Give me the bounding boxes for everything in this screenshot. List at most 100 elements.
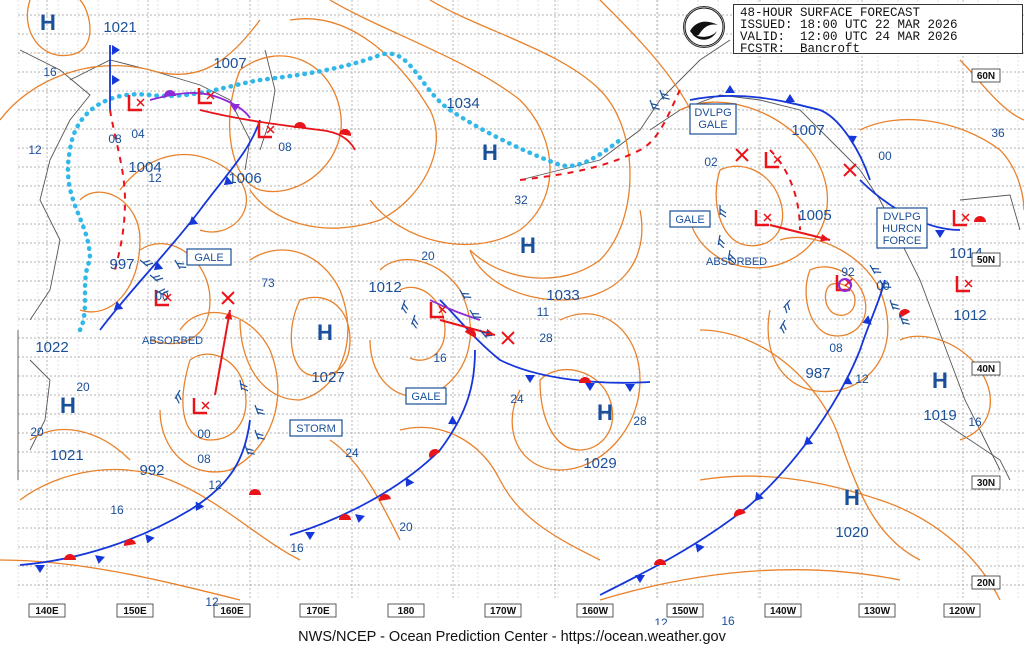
lon-label: 160W	[582, 606, 609, 617]
low-symbol-x	[163, 293, 172, 302]
cold-front-pip	[113, 301, 124, 311]
storm-box	[289, 419, 343, 437]
isobar-value-label: 92	[841, 265, 855, 279]
isobar-value-label: 16	[290, 541, 304, 555]
low-symbol	[955, 276, 970, 293]
isobar-value-label: 28	[633, 414, 647, 428]
cold-front-pip	[935, 230, 945, 238]
isobar-value-label: 16	[721, 614, 735, 628]
isobar-value-label: 00	[876, 279, 890, 293]
wind-barb	[254, 429, 265, 440]
warm-front-pip	[339, 514, 351, 520]
low-symbol	[754, 210, 769, 227]
low-symbol	[192, 398, 207, 415]
low-997-pressure: 997	[109, 256, 134, 273]
lon-label-box	[484, 603, 522, 618]
isobar-value-label: 12	[148, 171, 162, 185]
warm-front-pip	[974, 216, 986, 222]
wind-barb	[174, 389, 182, 404]
lat-lon-grid	[17, 0, 1024, 600]
isobar-value-label: 32	[514, 193, 528, 207]
wind-barb	[411, 314, 419, 329]
isobar-value-label: 16	[110, 503, 124, 517]
cold-front-pip	[223, 176, 234, 186]
cold-front-pip	[405, 477, 415, 487]
wind-barb	[719, 205, 727, 218]
warm-front-pip	[899, 309, 911, 318]
occluded-pip	[164, 90, 176, 96]
warm-front-pip	[429, 449, 441, 458]
title-line-valid: VALID: 12:00 UTC 24 MAR 2026	[740, 30, 958, 44]
low-symbol-x	[438, 305, 447, 314]
high-1021-w-symbol: H	[60, 393, 76, 418]
wind-barb	[139, 259, 154, 267]
isobar-value-label: 24	[510, 392, 524, 406]
low-symbol-x	[964, 279, 973, 288]
low-987-pressure: 987	[805, 365, 830, 382]
cold-front-pip	[862, 315, 872, 325]
forecast-position-x	[501, 331, 515, 345]
footer-credit: NWS/NCEP - Ocean Prediction Center - htt…	[298, 629, 726, 645]
warm-front-pip	[64, 554, 76, 560]
wind-barb	[783, 299, 791, 314]
trough-line	[519, 89, 681, 181]
high-1019-symbol: H	[932, 368, 948, 393]
low-1012-east-pressure: 1012	[953, 307, 986, 324]
cold-front-pip	[195, 501, 205, 511]
isobar-value-label: 73	[261, 276, 275, 290]
lat-label-box	[971, 252, 1001, 267]
wind-barb	[779, 319, 787, 334]
high-1029-pressure: 1029	[583, 455, 616, 472]
high-1034-pressure: 1034	[446, 95, 479, 112]
isobar-value-label: 20	[421, 249, 435, 263]
isobar-value-label: 16	[433, 351, 447, 365]
isobar-value-label: 36	[991, 126, 1005, 140]
isobar-value-label: 02	[704, 155, 718, 169]
lon-label: 170W	[490, 606, 517, 617]
trough-line	[109, 109, 127, 271]
cold-front-pip	[145, 534, 155, 544]
isobar-value-label: 12	[28, 143, 42, 157]
cold-front-pip	[695, 543, 705, 553]
wind-barb	[254, 404, 265, 415]
lat-label: 40N	[977, 364, 995, 375]
high-1034-symbol: H	[482, 140, 498, 165]
low-symbol-x	[773, 155, 782, 164]
low-symbol-x	[961, 213, 970, 222]
gale-box	[405, 387, 447, 405]
isobar-value-label: 00	[197, 427, 211, 441]
isobar-value-label: 08	[197, 452, 211, 466]
lon-label: 160E	[220, 606, 244, 617]
ice-edge	[65, 51, 623, 333]
high-1019-pressure: 1019	[923, 407, 956, 424]
low-symbol	[257, 122, 272, 139]
title-line-issued: ISSUED: 18:00 UTC 22 MAR 2026	[740, 18, 958, 32]
cold-front-pip	[754, 491, 764, 502]
low-1007-okhotsk-pressure: 1007	[213, 55, 246, 72]
lon-label-box	[764, 603, 802, 618]
lat-label-box	[971, 575, 1001, 590]
low-symbol	[154, 290, 169, 307]
lat-label-box	[971, 361, 1001, 376]
isobar-value-label: 00	[155, 289, 169, 303]
storm-track-arrow	[769, 224, 831, 241]
gale-box-text: GALE	[194, 252, 223, 264]
cold-front-pip	[305, 532, 315, 540]
lat-label: 20N	[977, 578, 995, 589]
lon-label: 130W	[864, 606, 891, 617]
cold-front-pip	[35, 565, 45, 573]
lat-label-box	[971, 68, 1001, 83]
cold-front-pip	[112, 75, 120, 85]
warm-front-pip	[464, 329, 476, 338]
isobar-value-label: 12	[205, 595, 219, 609]
warm-front-pip	[124, 539, 136, 547]
warm-front-pip	[249, 489, 261, 495]
lon-label-box	[28, 603, 66, 618]
warm-front-pip	[579, 377, 591, 383]
cold-front-pip	[725, 85, 735, 93]
noaa-logo-icon	[684, 7, 724, 47]
lon-label: 150W	[672, 606, 699, 617]
cold-front-pip	[525, 375, 535, 383]
absorbed-label: ABSORBED	[142, 335, 203, 347]
storm-track-arrow-head	[820, 233, 830, 242]
